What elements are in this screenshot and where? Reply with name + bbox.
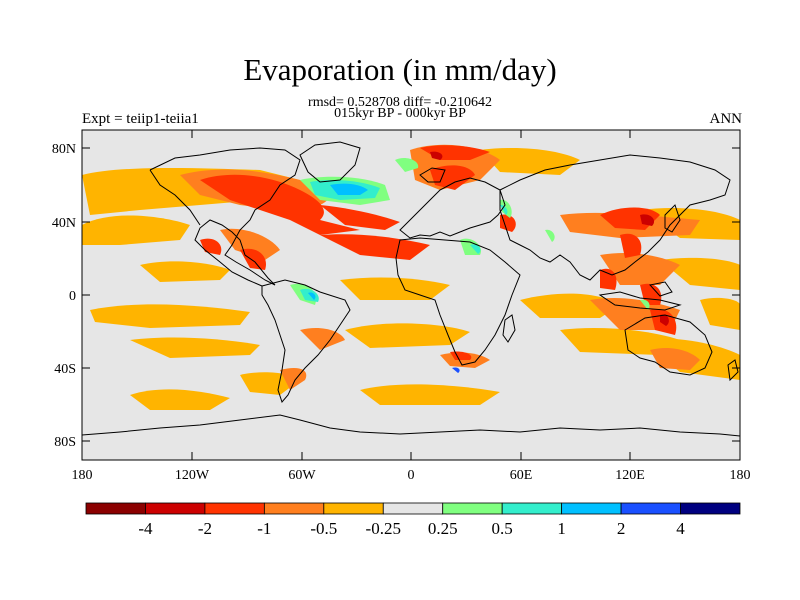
colorbar-swatch bbox=[323, 502, 384, 515]
anomaly-field bbox=[82, 141, 740, 437]
colorbar-swatch bbox=[382, 502, 444, 515]
lon-tick-label-120e: 120E bbox=[615, 468, 645, 483]
lat-tick-label-80n: 80N bbox=[52, 142, 76, 157]
colorbar bbox=[85, 502, 741, 515]
colorbar-swatch bbox=[263, 502, 325, 515]
colorbar-label: -2 bbox=[198, 519, 212, 538]
map-title: Evaporation (in mm/day) bbox=[243, 52, 557, 87]
colorbar-label: -0.5 bbox=[310, 519, 337, 538]
lat-tick-marks bbox=[82, 147, 740, 442]
colorbar-swatch bbox=[442, 502, 503, 515]
lon-tick-label-120w: 120W bbox=[175, 468, 210, 483]
lon-tick-label-180e: 180 bbox=[730, 468, 751, 483]
lon-tick-label-60w: 60W bbox=[288, 468, 316, 483]
colorbar-swatch bbox=[561, 502, 622, 515]
colorbar-swatch bbox=[145, 502, 206, 515]
lon-tick-marks bbox=[191, 130, 631, 460]
colorbar-label: 1 bbox=[557, 519, 566, 538]
colorbar-swatch bbox=[501, 502, 563, 515]
colorbar-label: 0.5 bbox=[492, 519, 513, 538]
colorbar-label: -0.25 bbox=[366, 519, 401, 538]
lon-tick-labels: 180 120W 60W 0 60E 120E 180 bbox=[72, 468, 751, 483]
lat-tick-label-40s: 40S bbox=[54, 362, 76, 377]
lat-tick-label-40n: 40N bbox=[52, 216, 76, 231]
very-strong-negative-anomalies bbox=[430, 151, 669, 326]
lat-tick-labels: 80N 40N 0 40S 80S bbox=[52, 142, 76, 450]
lat-tick-label-0: 0 bbox=[69, 289, 76, 304]
season-label: ANN bbox=[709, 111, 743, 127]
period-line: 015kyr BP - 000kyr BP bbox=[334, 106, 466, 121]
lon-tick-label-60e: 60E bbox=[510, 468, 533, 483]
lat-tick-label-80s: 80S bbox=[54, 435, 76, 450]
colorbar-swatch bbox=[680, 502, 741, 515]
colorbar-swatch bbox=[620, 502, 681, 515]
strong-positive-anomalies bbox=[308, 183, 368, 300]
colorbar-label: 2 bbox=[617, 519, 626, 538]
lon-tick-label-180w: 180 bbox=[72, 468, 93, 483]
lon-tick-label-0: 0 bbox=[408, 468, 415, 483]
colorbar-label: -1 bbox=[257, 519, 271, 538]
colorbar-label: 0.25 bbox=[428, 519, 458, 538]
colorbar-swatch bbox=[204, 502, 265, 515]
colorbar-label: -4 bbox=[138, 519, 153, 538]
colorbar-labels: -4 -2 -1 -0.5 -0.25 0.25 0.5 1 2 4 bbox=[138, 519, 685, 538]
colorbar-label: 4 bbox=[676, 519, 685, 538]
stats-line: rmsd= 0.528708 diff= -0.210642 bbox=[308, 95, 492, 110]
very-strong-positive-anomalies bbox=[452, 367, 460, 373]
colorbar-swatch bbox=[85, 502, 146, 515]
strong-negative-anomalies bbox=[200, 145, 677, 360]
experiment-label: Expt = teiip1-teiia1 bbox=[82, 111, 199, 127]
coastlines bbox=[82, 141, 740, 437]
